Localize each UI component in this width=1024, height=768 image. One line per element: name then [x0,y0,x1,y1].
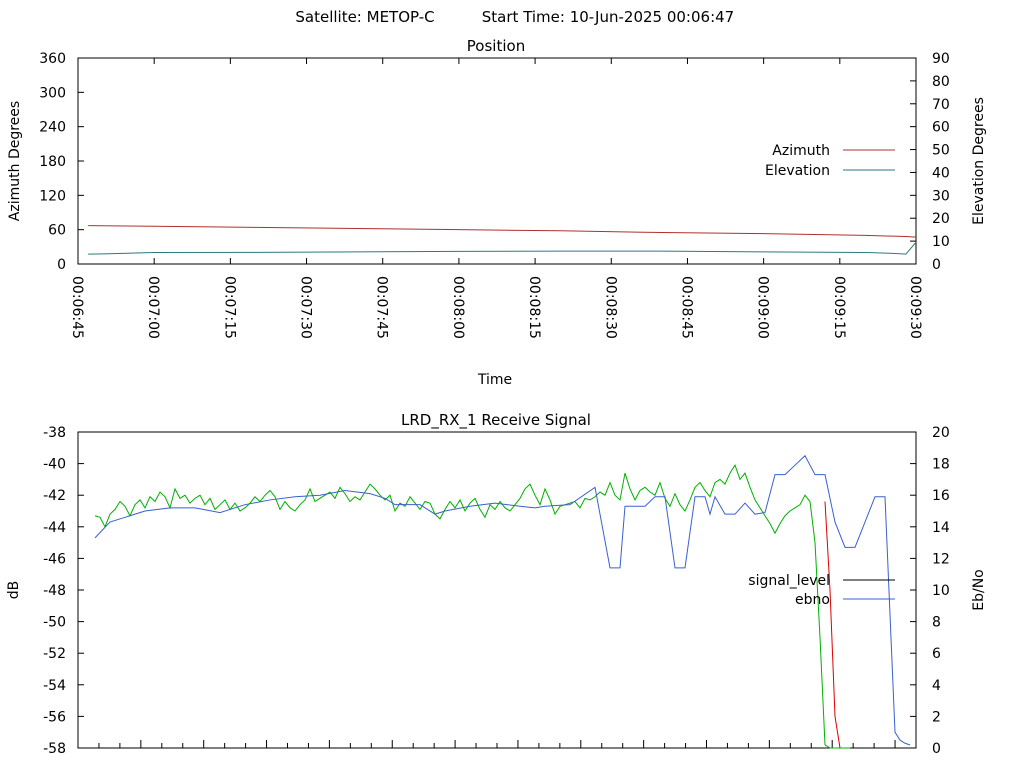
position-y-tick-label: 240 [39,120,66,136]
position-x-tick-label: 00:06:45 [69,276,85,339]
signal-level-line [94,464,850,749]
position-y2-tick-label: 0 [932,257,941,273]
signal-right-axis: 0 2 4 6 8 10 12 14 16 18 20 [910,425,950,757]
signal-y2-label: Eb/No [971,569,987,611]
position-y-tick-label: 60 [48,223,66,239]
signal-y-tick-label: -54 [43,678,66,694]
position-y-tick-label: 0 [57,257,66,273]
position-y2-tick-label: 80 [932,74,950,90]
azimuth-line [88,225,917,238]
position-x-tick-label: 00:09:00 [755,276,771,339]
legend-signal-level-label: signal_level [748,573,830,589]
position-x-axis: 00:06:45 00:07:00 00:07:15 00:07:30 00:07:45… [69,58,923,339]
signal-y2-tick-label: 20 [932,425,950,441]
position-x-tick-label: 00:08:45 [678,276,694,339]
signal-y2-tick-label: 12 [932,551,950,567]
position-y2-tick-label: 60 [932,120,950,136]
signal-y2-tick-label: 18 [932,457,950,473]
signal-y-tick-label: -50 [43,615,66,631]
signal-y2-tick-label: 0 [932,741,941,757]
position-y2-tick-label: 90 [932,51,950,67]
position-left-axis: 0 60 120 180 240 300 360 [39,51,84,273]
position-x-label: Time [477,372,512,388]
signal-y2-tick-label: 8 [932,615,941,631]
signal-y2-tick-label: 6 [932,646,941,662]
position-y2-tick-label: 20 [932,211,950,227]
legend-azimuth-label: Azimuth [772,143,830,159]
signal-left-axis: -58 -56 -54 -52 -50 -48 -46 -44 -42 -40 -38 [43,425,84,757]
legend-ebno-label: ebno [795,592,830,608]
signal-y-tick-label: -42 [43,488,66,504]
satellite-label: Satellite: METOP-C [295,8,434,26]
signal-y-tick-label: -44 [43,520,66,536]
start-time-label: Start Time: 10-Jun-2025 00:06:47 [482,8,734,26]
elevation-line [88,241,917,255]
position-plot-frame [77,57,917,265]
position-y-label: Azimuth Degrees [7,101,23,221]
signal-chart-title: LRD_RX_1 Receive Signal [401,411,591,430]
signal-y2-tick-label: 4 [932,678,941,694]
position-x-tick-label: 00:08:15 [526,276,542,339]
position-series [88,225,917,255]
signal-drop-line [824,501,841,749]
position-y2-label: Elevation Degrees [971,97,987,225]
position-y2-tick-label: 10 [932,234,950,250]
signal-y2-tick-label: 14 [932,520,950,536]
signal-plot-frame [77,431,917,749]
signal-y-tick-label: -52 [43,646,66,662]
signal-y-tick-label: -40 [43,457,66,473]
signal-y-tick-label: -48 [43,583,66,599]
position-y-tick-label: 300 [39,85,66,101]
ebno-line [94,454,911,746]
position-chart-title: Position [467,37,525,55]
position-right-axis: 0 10 20 30 40 50 60 70 80 90 [910,51,950,273]
signal-y-tick-label: -46 [43,551,66,567]
signal-series [94,454,911,749]
signal-y2-tick-label: 2 [932,709,941,725]
position-y-tick-label: 120 [39,188,66,204]
signal-y-tick-label: -38 [43,425,66,441]
position-x-tick-label: 00:07:15 [221,276,237,339]
position-x-tick-label: 00:07:45 [374,276,390,339]
position-x-tick-label: 00:09:30 [907,276,923,339]
signal-y-tick-label: -58 [43,741,66,757]
position-y-tick-label: 360 [39,51,66,67]
position-x-tick-label: 00:08:00 [450,276,466,339]
position-y2-tick-label: 70 [932,97,950,113]
position-chart: Position 0 60 120 180 240 300 360 0 10 20 30 40 50 6… [7,37,987,388]
position-y-tick-label: 180 [39,154,66,170]
signal-y-label: dB [6,581,22,600]
position-x-tick-label: 00:08:30 [602,276,618,339]
receive-signal-chart: LRD_RX_1 Receive Signal -58-56-54-52-50-… [6,411,987,757]
position-x-tick-label: 00:07:00 [145,276,161,339]
position-y2-tick-label: 40 [932,165,950,181]
signal-x-axis [77,740,917,748]
position-x-tick-label: 00:09:15 [831,276,847,339]
position-y2-tick-label: 30 [932,188,950,204]
position-x-tick-label: 00:07:30 [298,276,314,339]
legend-elevation-label: Elevation [765,163,830,179]
signal-y-tick-label: -56 [43,709,66,725]
signal-y2-tick-label: 16 [932,488,950,504]
position-y2-tick-label: 50 [932,143,950,159]
signal-y2-tick-label: 10 [932,583,950,599]
position-legend: Azimuth Elevation [765,143,895,179]
